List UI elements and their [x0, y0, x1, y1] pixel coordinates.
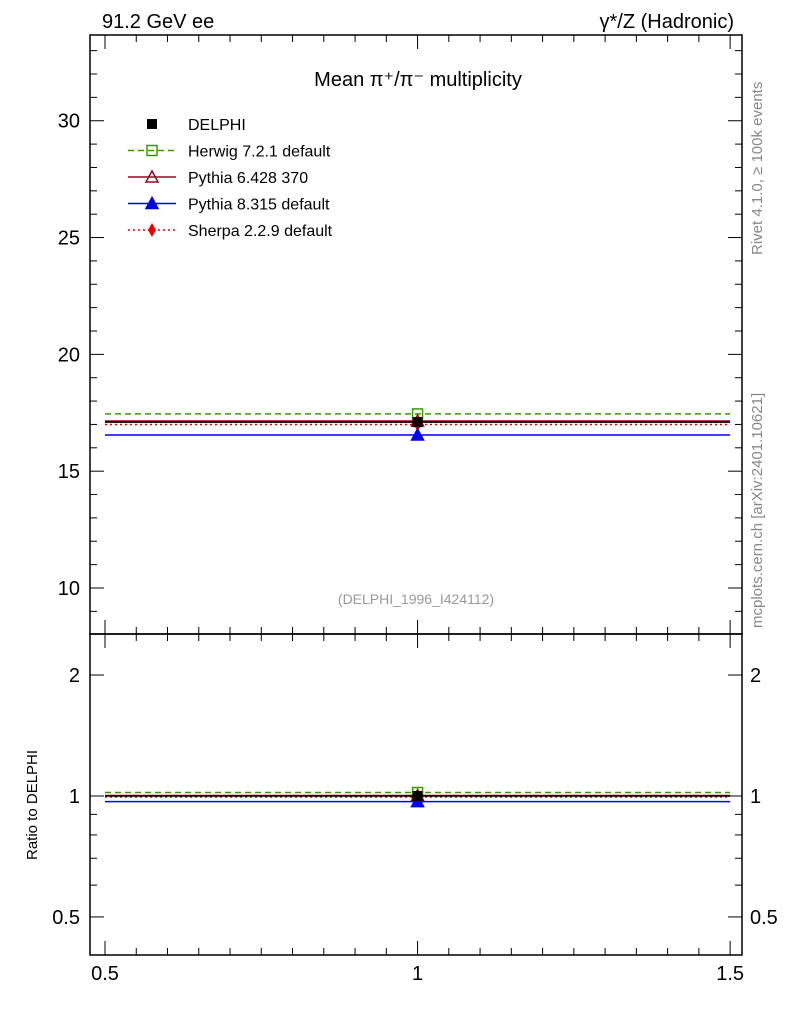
- legend-label: Pythia 8.315 default: [188, 197, 330, 214]
- ratio-ylabel: Ratio to DELPHI: [24, 750, 41, 860]
- legend-item-delphi: DELPHI: [147, 117, 246, 134]
- ratio-tick-label-right: 0.5: [750, 907, 778, 929]
- ratio-tick-label-right: 2: [750, 665, 761, 687]
- legend-marker: [144, 169, 160, 183]
- y-tick-label: 20: [58, 344, 80, 366]
- legend-label: DELPHI: [188, 117, 246, 134]
- legend-label: Pythia 6.428 370: [188, 170, 308, 187]
- ratio-plot-frame: [89, 633, 743, 956]
- x-tick-label: 1: [412, 963, 423, 985]
- legend-label: Herwig 7.2.1 default: [188, 144, 331, 161]
- x-tick-label: 0.5: [91, 963, 119, 985]
- ratio-marker-delphi: [412, 790, 423, 801]
- side-label-top: Rivet 4.1.0, ≥ 100k events: [749, 82, 766, 255]
- legend-label: Sherpa 2.2.9 default: [188, 223, 333, 240]
- y-tick-label: 30: [58, 111, 80, 133]
- legend-item-herwig-7-2-1-default: Herwig 7.2.1 default: [128, 144, 331, 161]
- legend-marker: [147, 119, 157, 129]
- header-right: γ*/Z (Hadronic): [600, 11, 734, 33]
- ratio-tick-label: 1: [69, 786, 80, 808]
- ratio-tick-label: 2: [69, 665, 80, 687]
- y-tick-label: 10: [58, 578, 80, 600]
- ratio-tick-label-right: 1: [750, 786, 761, 808]
- legend-marker: [146, 144, 158, 157]
- side-label-bottom: mcplots.cern.ch [arXiv:2401.10621]: [749, 393, 766, 628]
- legend-item-sherpa-2-2-9-default: Sherpa 2.2.9 default: [128, 223, 333, 240]
- legend-marker: [148, 223, 156, 237]
- chart-title: Mean π⁺/π⁻ multiplicity: [314, 69, 522, 91]
- y-tick-label: 25: [58, 228, 80, 250]
- y-tick-label: 15: [58, 461, 80, 483]
- main-marker-delphi: [412, 417, 423, 428]
- legend-item-pythia-6-428-370: Pythia 6.428 370: [128, 169, 308, 187]
- x-tick-label: 1.5: [716, 963, 744, 985]
- header-left: 91.2 GeV ee: [102, 11, 214, 33]
- ratio-tick-label: 0.5: [52, 907, 80, 929]
- main-marker-pythia-8-315-default: [410, 427, 425, 441]
- legend-marker: [144, 195, 160, 210]
- legend-item-pythia-8-315-default: Pythia 8.315 default: [128, 195, 330, 214]
- ratio-marker-pythia-8-315-default: [410, 794, 425, 808]
- analysis-id: (DELPHI_1996_I424112): [338, 591, 494, 607]
